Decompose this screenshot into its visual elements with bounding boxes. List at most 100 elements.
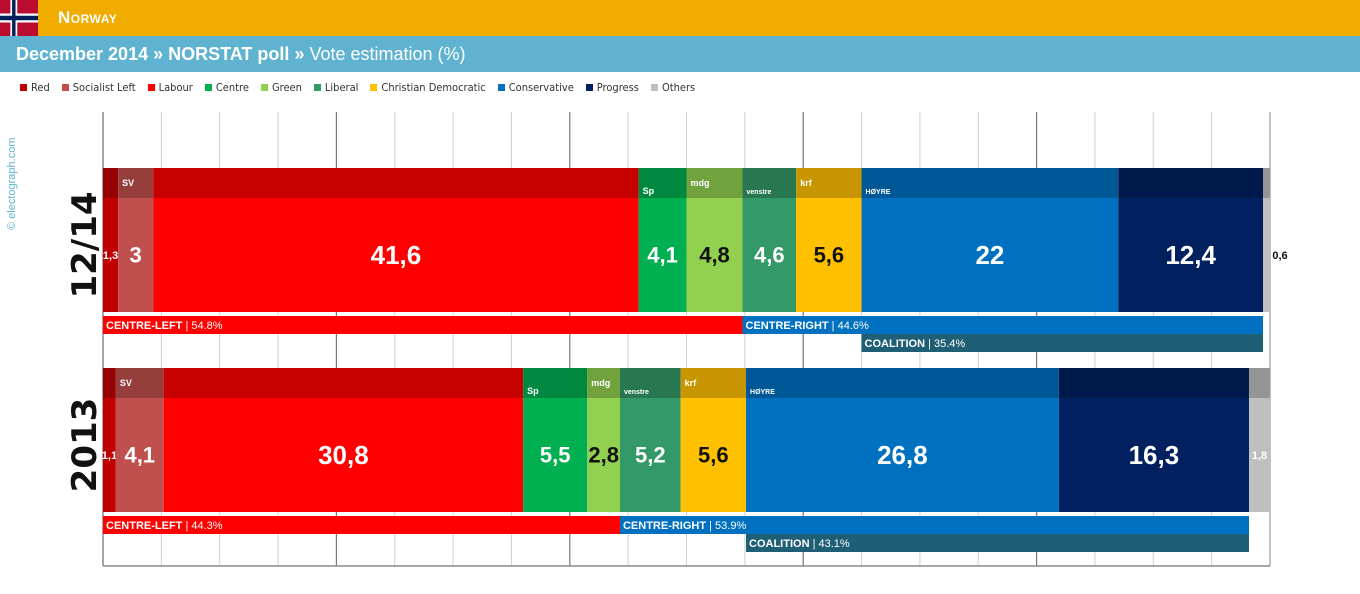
- bar-strip: [1248, 368, 1270, 398]
- data-label: 41,6: [371, 240, 422, 270]
- bar-strip: [1058, 368, 1249, 398]
- legend-item-conservative: Conservative: [497, 79, 574, 95]
- legend-swatch: [313, 83, 321, 91]
- bar-segment: [153, 198, 639, 312]
- party-badge: venstre: [624, 389, 649, 396]
- legend-item-labour: Labour: [147, 79, 193, 95]
- coalition-bar: [861, 334, 1263, 352]
- bar-segment: [686, 198, 743, 312]
- bar-segment: [523, 398, 588, 512]
- country-title: Norway: [58, 8, 118, 27]
- data-label: 5,6: [698, 443, 729, 468]
- legend: Red Socialist Left Labour Centre Green L…: [20, 79, 695, 95]
- bar-segment: [680, 398, 747, 512]
- centre-left-label: CENTRE-LEFT | 54.8%: [106, 320, 223, 332]
- centre-left-bar: [103, 516, 620, 534]
- subtitle-separator: »: [289, 44, 310, 64]
- bar-segment: [1118, 198, 1263, 312]
- centre-right-label: CENTRE-RIGHT | 44.6%: [746, 320, 869, 332]
- legend-label: Centre: [215, 80, 249, 94]
- party-badge: Sp: [527, 386, 539, 396]
- bar-strip: [746, 368, 1059, 398]
- data-label: 0,6: [1272, 250, 1287, 262]
- coalition-bar: [746, 534, 1249, 552]
- data-label: 1,3: [103, 250, 118, 262]
- bar-strip: [153, 168, 639, 198]
- legend-swatch: [585, 83, 593, 91]
- centre-right-label: CENTRE-RIGHT | 53.9%: [623, 520, 746, 532]
- party-badge: krf: [800, 178, 813, 188]
- data-label: 5,5: [540, 443, 571, 468]
- bar-strip: [1262, 168, 1270, 198]
- bar-segment: [103, 398, 116, 512]
- data-label: 5,6: [814, 243, 845, 268]
- party-badge: mdg: [691, 178, 710, 188]
- party-badge: krf: [685, 378, 698, 388]
- data-label: 4,6: [754, 243, 785, 268]
- bar-segment: [742, 198, 797, 312]
- legend-swatch: [20, 83, 27, 91]
- legend-item-socialist-left: Socialist Left: [61, 79, 136, 95]
- legend-swatch: [204, 83, 212, 91]
- bar-segment: [1262, 198, 1270, 312]
- centre-left-label: CENTRE-LEFT | 44.3%: [106, 520, 223, 532]
- bar-segment: [587, 398, 620, 512]
- bar-segment: [1058, 398, 1249, 512]
- party-badge: SV: [122, 178, 134, 188]
- legend-item-green: Green: [260, 79, 302, 95]
- centre-right-bar: [619, 516, 1249, 534]
- data-label: 1,1: [102, 450, 117, 462]
- stacked-bar-chart: 12/141,3 SV 3 41,6 Sp 4,1 mdg 4,8 venstre 4,6 krf 5…: [65, 112, 1288, 567]
- data-label: 4,1: [124, 443, 155, 468]
- bar-strip: [103, 368, 116, 398]
- data-label: 12,4: [1165, 240, 1216, 270]
- legend-label: Green: [271, 80, 302, 94]
- bar-strip: [587, 368, 620, 398]
- legend-label: Others: [661, 80, 696, 94]
- bar-strip: [115, 368, 164, 398]
- legend-label: Conservative: [508, 80, 574, 94]
- subtitle-pollster: NORSTAT poll: [168, 44, 290, 64]
- data-label: 2,8: [588, 443, 619, 468]
- legend-item-christian-democratic: Christian Democratic: [370, 79, 486, 95]
- data-label: 4,1: [647, 243, 678, 268]
- subtitle-measure: Vote estimation (%): [309, 44, 466, 64]
- legend-swatch: [650, 83, 658, 91]
- legend-label: Progress: [596, 80, 639, 94]
- legend-swatch: [497, 83, 505, 91]
- bar-segment: [118, 198, 154, 312]
- party-badge: mdg: [591, 378, 610, 388]
- party-badge: venstre: [747, 189, 772, 196]
- subtitle-bar: December 2014 » NORSTAT poll » Vote esti…: [0, 36, 1360, 72]
- centre-right-bar: [742, 316, 1263, 334]
- legend-item-liberal: Liberal: [313, 79, 359, 95]
- norway-flag-icon: [0, 0, 38, 36]
- legend-label: Christian Democratic: [381, 80, 486, 94]
- bar-strip: [861, 168, 1119, 198]
- bar-strip: [118, 168, 154, 198]
- header-bar: Norway: [0, 0, 1360, 36]
- bar-segment: [796, 198, 862, 312]
- bar-segment: [163, 398, 524, 512]
- centre-left-bar: [103, 316, 743, 334]
- party-badge: HØYRE: [750, 389, 775, 396]
- legend-label: Red: [31, 80, 50, 94]
- bar-strip: [680, 368, 747, 398]
- data-label: 26,8: [877, 440, 928, 470]
- bar-strip: [619, 368, 681, 398]
- bar-segment: [115, 398, 164, 512]
- legend-swatch: [370, 83, 378, 91]
- bar-strip: [163, 368, 524, 398]
- data-label: 5,2: [635, 443, 666, 468]
- coalition-label: COALITION | 43.1%: [749, 538, 850, 550]
- legend-item-progress: Progress: [585, 79, 639, 95]
- legend-item-red: Red: [20, 79, 50, 95]
- legend-item-others: Others: [650, 79, 696, 95]
- data-label: 22: [975, 240, 1004, 270]
- legend-label: Liberal: [324, 80, 359, 94]
- bar-segment: [746, 398, 1059, 512]
- subtitle-separator: »: [148, 44, 169, 64]
- party-badge: Sp: [643, 186, 655, 196]
- data-label: 30,8: [318, 440, 369, 470]
- data-label: 4,8: [699, 243, 730, 268]
